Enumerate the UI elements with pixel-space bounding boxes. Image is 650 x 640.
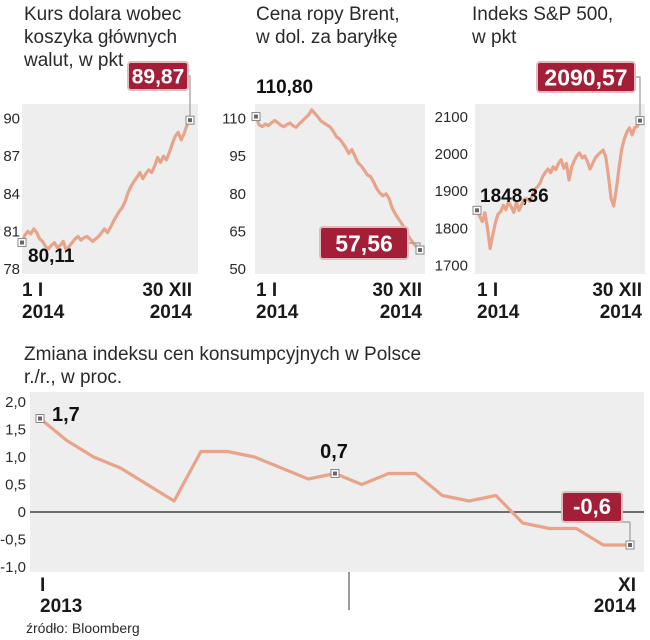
source-note: źródło: Bloomberg: [26, 620, 140, 636]
sp500-ytick-0: 2100: [435, 109, 468, 126]
brent-ytick-3: 65: [229, 223, 246, 240]
usd-end-box: [127, 61, 189, 91]
cpi-ytick-1: 1,5: [5, 422, 26, 439]
cpi-xlabel-start-line2: 2013: [40, 596, 82, 617]
brent-ytick-2: 80: [229, 186, 246, 203]
usd-ytick-4: 78: [3, 261, 20, 278]
usd-xlabel-start-line2: 2014: [22, 302, 65, 323]
cpi-xlabel-end-line1: XI: [618, 575, 636, 596]
usd-xlabel-start-line1: 1 I: [22, 280, 43, 301]
usd-end-marker-dot: [188, 118, 192, 123]
sp500-start-label: 1848,36: [480, 186, 549, 207]
cpi-ytick-5: -0,5: [0, 532, 26, 549]
usd-series-line: [20, 119, 192, 252]
brent-xlabel-end-line2: 2014: [380, 302, 423, 323]
sp500-ytick-4: 1700: [435, 257, 468, 274]
cpi-label-1-text: 0,7: [320, 441, 348, 463]
sp500-start-marker-dot: [475, 208, 479, 213]
brent-ytick-1: 95: [229, 148, 246, 165]
brent-ytick-4: 50: [229, 261, 246, 278]
cpi-xlabel-end-line2: 2014: [594, 596, 637, 617]
cpi-ytick-3: 0,5: [5, 477, 26, 494]
sp500-ytick-2: 1900: [435, 183, 468, 200]
sp500-ytick-1: 2000: [435, 146, 468, 163]
usd-start-marker-dot: [20, 240, 24, 245]
cpi-ytick-0: 2,0: [5, 394, 26, 411]
brent-xlabel-start-line1: 1 I: [256, 280, 277, 301]
usd-ytick-3: 81: [3, 223, 20, 240]
usd-xlabel-end-line1: 30 XII: [142, 280, 192, 301]
cpi-ytick-2: 1,0: [5, 449, 26, 466]
sp500-end-box: [536, 61, 636, 93]
cpi-plot-area: [30, 392, 644, 572]
sp500-ytick-3: 1800: [435, 220, 468, 237]
sp500-xlabel-end-line2: 2014: [600, 302, 643, 323]
brent-end-marker-dot: [418, 248, 422, 253]
usd-end-label: 89,87: [132, 66, 185, 89]
brent-ytick-0: 110: [222, 111, 246, 128]
sp500-chart-title: Indeks S&P 500, w pkt: [472, 4, 614, 48]
sp500-end-label: 2090,57: [544, 64, 627, 90]
sp500-end-marker-dot: [638, 118, 642, 123]
brent-xlabel-end-line1: 30 XII: [372, 280, 422, 301]
usd-chart-title: Kurs dolara wobec koszyka głównych walut…: [24, 4, 182, 71]
cpi-label-2-text: -0,6: [573, 494, 611, 519]
brent-end-box: [319, 226, 409, 260]
brent-start-marker-dot: [254, 114, 258, 119]
cpi-ytick-6: -1,0: [0, 559, 26, 576]
sp500-series-line: [475, 119, 642, 251]
usd-ytick-1: 87: [3, 148, 20, 165]
sp500-xlabel-start-line2: 2014: [477, 302, 520, 323]
sp500-xlabel-start-line1: 1 I: [477, 280, 498, 301]
brent-xlabel-start-line2: 2014: [256, 302, 299, 323]
usd-ytick-0: 90: [3, 111, 20, 128]
cpi-xlabel-start-line1: I: [40, 575, 45, 596]
usd-ytick-2: 84: [3, 186, 20, 203]
cpi-label-2-marker-dot: [628, 543, 632, 547]
brent-series-line: [254, 108, 422, 252]
cpi-end-box: [561, 491, 623, 523]
cpi-chart-title: Zmiana indeksu cen konsumpcyjnych w Pols…: [24, 344, 422, 388]
brent-end-label: 57,56: [335, 230, 393, 256]
usd-start-label: 80,11: [28, 246, 75, 267]
cpi-label-0-text: 1,7: [52, 404, 80, 426]
sp500-end-leader: [635, 76, 641, 121]
usd-xlabel-end-line2: 2014: [150, 302, 193, 323]
brent-start-label: 110,80: [256, 77, 313, 98]
cpi-label-1-marker-dot: [333, 471, 337, 476]
cpi-ytick-4: 0: [18, 504, 26, 521]
brent-chart-title: Cena ropy Brent, w dol. za baryłkę: [256, 4, 400, 48]
sp500-xlabel-end-line1: 30 XII: [592, 280, 642, 301]
cpi-label-0-marker-dot: [38, 416, 42, 421]
